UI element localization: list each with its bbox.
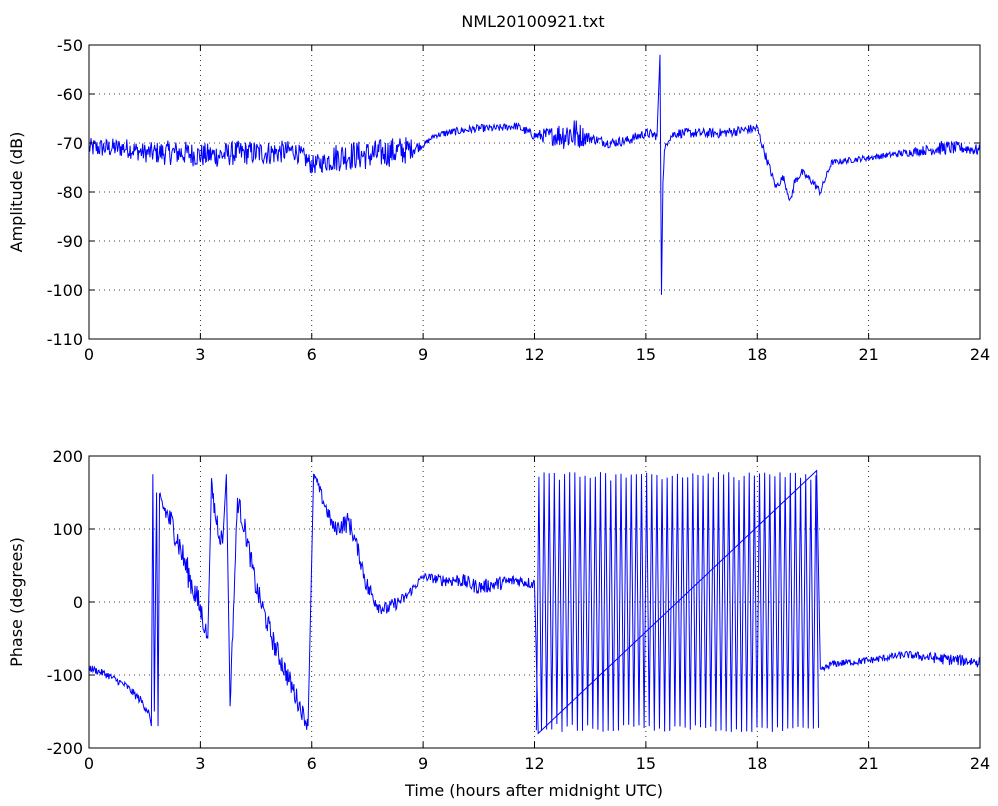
amplitude-grid (89, 45, 980, 339)
phase-xtick-label: 15 (636, 754, 656, 773)
phase-xtick-label: 18 (747, 754, 767, 773)
amplitude-xtick-label: 21 (858, 345, 878, 364)
amplitude-ylabel: Amplitude (dB) (7, 132, 26, 253)
amplitude-ytick-label: -70 (57, 134, 83, 153)
amplitude-ytick-label: -60 (57, 85, 83, 104)
amplitude-xtick-label: 9 (418, 345, 428, 364)
amplitude-ticks: 0 3 6 9 12 15 18 21 24 -110 -100 -90 -80 -70 -60 -50 (47, 36, 990, 364)
amplitude-axes: 0 3 6 9 12 15 18 21 24 -110 -100 -90 -80 -70 -60 -50 Am… (7, 36, 990, 364)
amplitude-ytick-label: -110 (47, 330, 83, 349)
phase-xtick-label: 0 (84, 754, 94, 773)
amplitude-ytick-label: -80 (57, 183, 83, 202)
amplitude-ytick-label: -90 (57, 232, 83, 251)
amplitude-xtick-label: 3 (195, 345, 205, 364)
phase-xtick-label: 3 (195, 754, 205, 773)
figure-title: NML20100921.txt (461, 12, 604, 31)
phase-ticks: 0 3 6 9 12 15 18 21 24 -200 -100 0 100 200 (47, 447, 990, 773)
phase-ylabel: Phase (degrees) (7, 537, 26, 667)
amplitude-ytick-label: -100 (47, 281, 83, 300)
phase-xtick-label: 24 (970, 754, 990, 773)
amplitude-xtick-label: 12 (524, 345, 544, 364)
phase-ytick-label: 200 (52, 447, 83, 466)
phase-series-line (88, 469, 981, 735)
phase-xtick-label: 6 (307, 754, 317, 773)
phase-wrap-band (535, 472, 820, 732)
amplitude-xtick-label: 18 (747, 345, 767, 364)
phase-ytick-label: 0 (73, 593, 83, 612)
amplitude-series-path (88, 54, 981, 295)
phase-ytick-label: 100 (52, 520, 83, 539)
amplitude-xtick-label: 24 (970, 345, 990, 364)
amplitude-series-line (88, 54, 981, 295)
amplitude-xtick-label: 15 (636, 345, 656, 364)
phase-xtick-label: 21 (858, 754, 878, 773)
phase-xtick-label: 9 (418, 754, 428, 773)
phase-series-path (88, 469, 981, 735)
phase-axes: 0 3 6 9 12 15 18 21 24 -200 -100 0 100 200 Phase (deg… (7, 447, 990, 800)
phase-ytick-label: -100 (47, 666, 83, 685)
phase-ytick-label: -200 (47, 739, 83, 758)
amplitude-ytick-label: -50 (57, 36, 83, 55)
phase-xtick-label: 12 (524, 754, 544, 773)
amplitude-xtick-label: 0 (84, 345, 94, 364)
amplitude-xtick-label: 6 (307, 345, 317, 364)
phase-xlabel: Time (hours after midnight UTC) (404, 781, 663, 800)
